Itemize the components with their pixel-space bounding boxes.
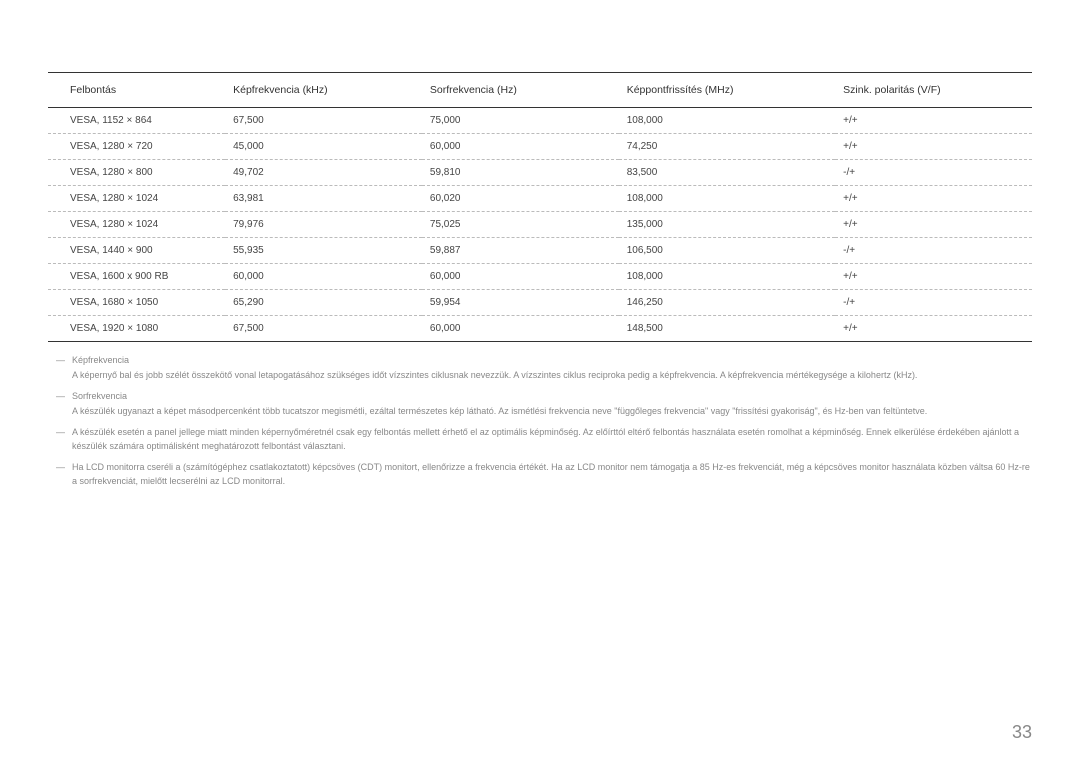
footnote-body: A készülék esetén a panel jellege miatt …	[72, 427, 1019, 451]
table-cell: +/+	[835, 108, 1032, 134]
table-cell: 60,000	[422, 316, 619, 342]
table-cell: 148,500	[619, 316, 835, 342]
footnote: ― Ha LCD monitorra cseréli a (számítógéph…	[56, 461, 1032, 488]
table-cell: VESA, 1280 × 720	[48, 134, 225, 160]
table-cell: 74,250	[619, 134, 835, 160]
dash-icon: ―	[56, 354, 65, 368]
table-row: VESA, 1280 × 102479,97675,025135,000+/+	[48, 212, 1032, 238]
table-cell: 83,500	[619, 160, 835, 186]
table-cell: +/+	[835, 186, 1032, 212]
table-cell: 60,000	[422, 134, 619, 160]
table-cell: 67,500	[225, 316, 422, 342]
footnote-body: A képernyő bal és jobb szélét összekötő …	[72, 370, 917, 380]
footnote: ― A készülék esetén a panel jellege miatt…	[56, 426, 1032, 453]
table-cell: +/+	[835, 134, 1032, 160]
footnote-title: Sorfrekvencia	[72, 390, 1032, 404]
footnote-title: Képfrekvencia	[72, 354, 1032, 368]
col-polarity: Szink. polaritás (V/F)	[835, 73, 1032, 108]
table-cell: VESA, 1280 × 1024	[48, 186, 225, 212]
table-cell: VESA, 1280 × 800	[48, 160, 225, 186]
table-cell: 108,000	[619, 264, 835, 290]
table-cell: +/+	[835, 212, 1032, 238]
table-cell: VESA, 1280 × 1024	[48, 212, 225, 238]
table-cell: 75,025	[422, 212, 619, 238]
table-row: VESA, 1280 × 72045,00060,00074,250+/+	[48, 134, 1032, 160]
table-cell: VESA, 1440 × 900	[48, 238, 225, 264]
table-cell: 135,000	[619, 212, 835, 238]
table-cell: -/+	[835, 290, 1032, 316]
table-cell: VESA, 1920 × 1080	[48, 316, 225, 342]
table-cell: 60,000	[422, 264, 619, 290]
table-cell: VESA, 1600 x 900 RB	[48, 264, 225, 290]
table-cell: 59,810	[422, 160, 619, 186]
col-vfreq: Sorfrekvencia (Hz)	[422, 73, 619, 108]
table-cell: 67,500	[225, 108, 422, 134]
table-row: VESA, 1680 × 105065,29059,954146,250-/+	[48, 290, 1032, 316]
table-cell: 65,290	[225, 290, 422, 316]
table-cell: +/+	[835, 316, 1032, 342]
col-hfreq: Képfrekvencia (kHz)	[225, 73, 422, 108]
table-cell: 59,887	[422, 238, 619, 264]
resolution-table: Felbontás Képfrekvencia (kHz) Sorfrekven…	[48, 72, 1032, 342]
table-cell: -/+	[835, 160, 1032, 186]
table-row: VESA, 1600 x 900 RB60,00060,000108,000+/…	[48, 264, 1032, 290]
table-cell: 45,000	[225, 134, 422, 160]
table-row: VESA, 1152 × 86467,50075,000108,000+/+	[48, 108, 1032, 134]
table-cell: -/+	[835, 238, 1032, 264]
col-resolution: Felbontás	[48, 73, 225, 108]
table-cell: 79,976	[225, 212, 422, 238]
footnote: ― Sorfrekvencia A készülék ugyanazt a képe…	[56, 390, 1032, 418]
table-header-row: Felbontás Képfrekvencia (kHz) Sorfrekven…	[48, 73, 1032, 108]
table-row: VESA, 1280 × 102463,98160,020108,000+/+	[48, 186, 1032, 212]
table-cell: VESA, 1152 × 864	[48, 108, 225, 134]
footnote-body: Ha LCD monitorra cseréli a (számítógéphe…	[72, 462, 1030, 486]
table-cell: 108,000	[619, 186, 835, 212]
table-row: VESA, 1280 × 80049,70259,81083,500-/+	[48, 160, 1032, 186]
col-pixelclock: Képpontfrissítés (MHz)	[619, 73, 835, 108]
table-cell: VESA, 1680 × 1050	[48, 290, 225, 316]
footnotes: ― Képfrekvencia A képernyő bal és jobb szé…	[48, 354, 1032, 488]
dash-icon: ―	[56, 461, 65, 475]
footnote-body: A készülék ugyanazt a képet másodpercenk…	[72, 406, 927, 416]
table-cell: 106,500	[619, 238, 835, 264]
table-row: VESA, 1440 × 90055,93559,887106,500-/+	[48, 238, 1032, 264]
table-cell: 146,250	[619, 290, 835, 316]
table-cell: 63,981	[225, 186, 422, 212]
table-row: VESA, 1920 × 108067,50060,000148,500+/+	[48, 316, 1032, 342]
table-cell: 75,000	[422, 108, 619, 134]
table-cell: 55,935	[225, 238, 422, 264]
table-cell: 59,954	[422, 290, 619, 316]
table-cell: 108,000	[619, 108, 835, 134]
table-cell: 49,702	[225, 160, 422, 186]
dash-icon: ―	[56, 390, 65, 404]
table-cell: 60,000	[225, 264, 422, 290]
page-number: 33	[1012, 722, 1032, 743]
table-cell: 60,020	[422, 186, 619, 212]
dash-icon: ―	[56, 426, 65, 440]
footnote: ― Képfrekvencia A képernyő bal és jobb szé…	[56, 354, 1032, 382]
table-cell: +/+	[835, 264, 1032, 290]
